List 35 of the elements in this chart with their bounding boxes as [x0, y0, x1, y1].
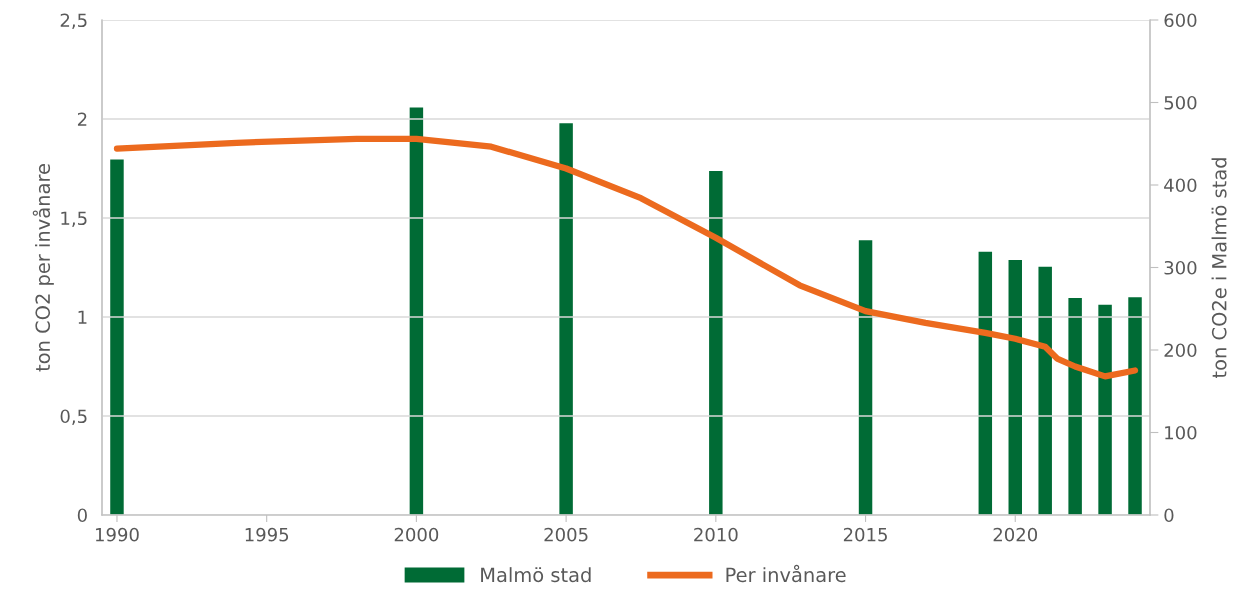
x-tick-label: 2000: [394, 527, 439, 542]
x-tick-label: 2015: [843, 527, 887, 542]
bar: [409, 107, 424, 515]
bar: [110, 159, 124, 515]
y2-tick-label: 300: [1164, 260, 1197, 275]
y2-axis-title: ton CO2e i Malmö stad: [1211, 158, 1227, 379]
y-tick-label: 0,5: [60, 409, 87, 425]
bar: [1098, 304, 1112, 515]
y-tick-label: 2: [77, 112, 87, 126]
bar: [1128, 297, 1142, 515]
y2-tick-label: 200: [1164, 343, 1197, 358]
x-tick-label: 2010: [694, 527, 738, 542]
bar: [1068, 298, 1082, 515]
legend-label: Malmö stad: [481, 567, 591, 583]
y-tick-label: 0: [77, 508, 87, 523]
y2-tick-label: 400: [1164, 178, 1197, 193]
x-tick-label: 2020: [993, 527, 1038, 542]
y-tick-label: 1: [78, 310, 87, 324]
y2-tick-label: 0: [1164, 508, 1174, 523]
y2-tick-label: 500: [1164, 95, 1197, 110]
y2-tick-label: 600: [1164, 13, 1197, 28]
y-tick-label: 2,5: [60, 13, 87, 29]
y-tick-label: 1,5: [61, 211, 87, 227]
bar: [709, 170, 723, 515]
bar: [858, 240, 873, 515]
bar: [1038, 266, 1052, 515]
bar: [978, 251, 993, 515]
x-tick-label: 1990: [95, 527, 139, 542]
bar: [1008, 260, 1022, 515]
legend-label: Per invånare: [726, 564, 846, 583]
y-axis-title: ton CO2 per invånare: [32, 164, 54, 372]
y2-tick-label: 100: [1165, 425, 1197, 440]
x-tick-label: 2005: [544, 527, 588, 542]
x-tick-label: 1995: [245, 527, 289, 542]
bar: [559, 123, 573, 515]
